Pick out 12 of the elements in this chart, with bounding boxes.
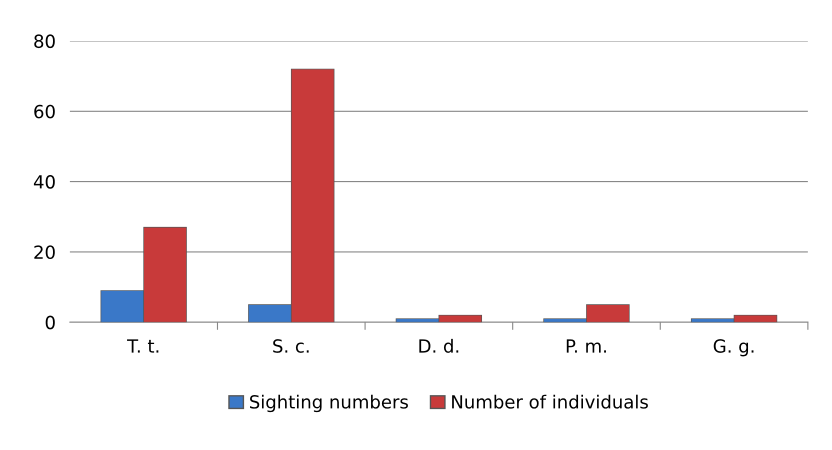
- legend-label: Number of individuals: [452, 394, 648, 409]
- y-tick-label: 40: [34, 175, 55, 189]
- x-tick-label: S. c.: [273, 339, 309, 353]
- y-tick-label: 60: [34, 104, 55, 118]
- legend-label: Sighting numbers: [250, 394, 408, 412]
- x-tick-label: G. g.: [714, 339, 754, 356]
- x-tick-label: T. t.: [127, 339, 158, 353]
- y-tick-label: 0: [46, 316, 55, 330]
- x-tick-label: P. m.: [566, 339, 606, 353]
- x-tick-label: D. d.: [419, 338, 458, 353]
- y-tick-label: 20: [34, 245, 55, 260]
- y-tick-label: 80: [34, 34, 55, 48]
